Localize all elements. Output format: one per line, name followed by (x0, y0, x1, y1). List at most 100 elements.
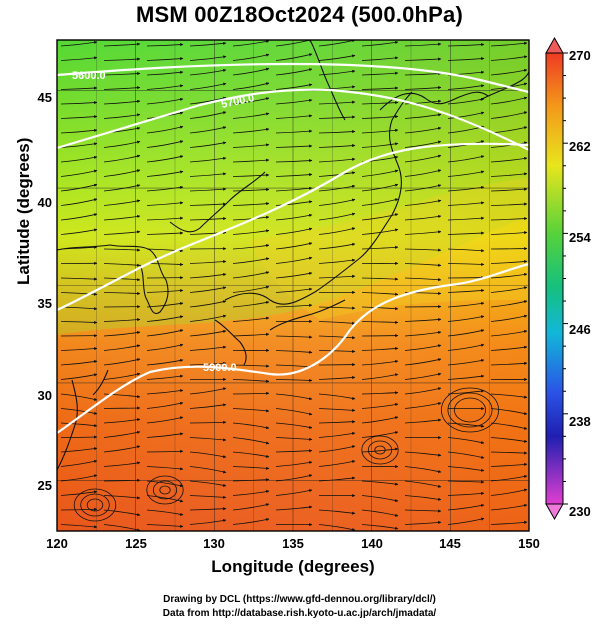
streamline (318, 69, 356, 76)
streamline (146, 231, 184, 235)
streamline (447, 155, 485, 163)
streamline (404, 451, 442, 457)
streamline (490, 329, 528, 337)
streamline (232, 188, 270, 192)
eddy-streamline (447, 392, 493, 428)
streamline (232, 518, 270, 525)
streamline (189, 466, 227, 474)
streamline (189, 41, 227, 47)
y-axis-label: Latitude (degrees) (14, 137, 33, 285)
streamline (60, 459, 98, 467)
streamline (447, 517, 485, 525)
streamline (404, 495, 442, 501)
streamline (275, 83, 313, 90)
streamline (361, 86, 399, 90)
streamline (232, 257, 270, 264)
streamline (146, 185, 184, 192)
streamline (232, 53, 270, 61)
streamline (60, 101, 98, 105)
streamline (490, 111, 528, 119)
streamline (404, 330, 442, 337)
streamline (490, 141, 528, 148)
streamline (404, 57, 442, 61)
streamline (232, 466, 270, 470)
streamline (232, 316, 270, 322)
contour-label-5900: 5900.0 (203, 362, 237, 374)
streamline (275, 350, 313, 354)
streamline (232, 229, 270, 235)
streamline (490, 462, 528, 467)
streamline (103, 214, 141, 221)
streamline (189, 314, 227, 322)
streamline (103, 57, 141, 61)
streamline (146, 57, 184, 61)
streamline (189, 82, 227, 90)
streamline (103, 406, 141, 410)
streamline (232, 82, 270, 90)
streamline (60, 277, 98, 281)
streamline (189, 437, 227, 442)
streamline (447, 170, 485, 177)
streamline (103, 42, 141, 47)
streamline (189, 480, 227, 487)
streamline (146, 466, 184, 471)
streamline (232, 379, 270, 383)
streamline (318, 242, 356, 250)
streamline (232, 391, 270, 395)
streamline (146, 216, 184, 221)
streamline (490, 345, 528, 351)
streamline (232, 408, 270, 413)
y-tick-label: 30 (37, 388, 52, 403)
streamline (361, 183, 399, 192)
colorbar-tick-label: 262 (569, 139, 591, 154)
streamline (60, 155, 98, 163)
height-contours (57, 62, 529, 434)
streamline (189, 217, 227, 221)
streamline (103, 478, 141, 482)
streamline (318, 476, 356, 482)
y-tick-label: 40 (37, 195, 52, 210)
streamline (275, 335, 313, 339)
y-tick-label: 35 (37, 296, 52, 311)
streamline (447, 504, 485, 511)
streamline (103, 358, 141, 366)
colorbar-tick-label: 270 (569, 48, 591, 63)
streamline (146, 125, 184, 134)
streamline (361, 128, 399, 134)
streamline (103, 318, 141, 322)
streamline (189, 286, 227, 293)
streamline (490, 172, 528, 177)
streamline (361, 359, 399, 366)
streamline (318, 408, 356, 412)
streamline (447, 437, 485, 445)
streamline (189, 495, 227, 499)
streamline (189, 519, 227, 525)
streamline (447, 216, 485, 221)
map-title: MSM 00Z18Oct2024 (500.0hPa) (136, 2, 463, 27)
streamline (275, 393, 313, 401)
streamline (404, 140, 442, 148)
streamline (189, 68, 227, 76)
streamline (490, 437, 528, 443)
streamline (404, 113, 442, 119)
streamline (103, 430, 141, 438)
streamline (275, 378, 313, 383)
streamline (361, 56, 399, 61)
streamline (447, 374, 485, 380)
streamline (60, 198, 98, 206)
y-tick-label: 45 (37, 90, 52, 105)
streamline (189, 361, 227, 366)
streamline (404, 154, 442, 163)
streamline (318, 524, 356, 531)
streamline (146, 374, 184, 380)
x-tick-label: 140 (361, 536, 383, 551)
streamline (318, 130, 356, 134)
streamline (275, 505, 313, 511)
colorbar-tick-label: 230 (569, 504, 591, 519)
contour-label-5600: 5600.0 (72, 70, 106, 82)
streamline (146, 97, 184, 105)
x-tick-label: 135 (282, 536, 304, 551)
streamline (103, 154, 141, 163)
streamline (447, 43, 485, 47)
colorbar-tick-label: 246 (569, 322, 591, 337)
